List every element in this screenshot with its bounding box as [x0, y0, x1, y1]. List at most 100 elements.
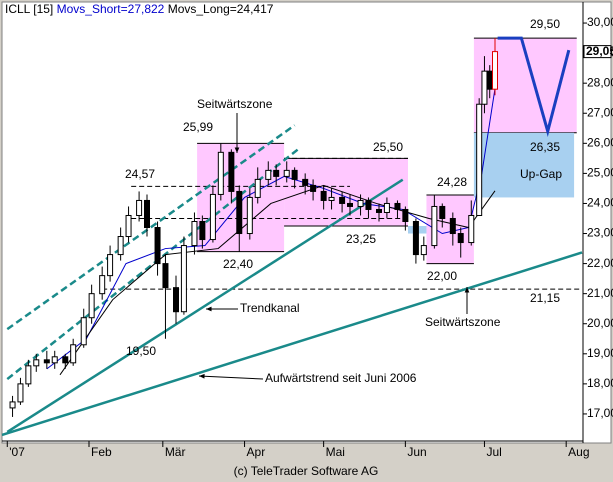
- chart-title: ICLL [15]: [5, 2, 53, 16]
- trend-line: [6, 146, 301, 381]
- annotation: 21,15: [530, 291, 560, 305]
- candle-body: [246, 196, 253, 235]
- candle-body: [209, 193, 216, 241]
- y-tick-label: 19,00: [587, 346, 613, 360]
- candle-body: [320, 190, 327, 201]
- arrow-head: [199, 373, 205, 379]
- trend-line: [6, 124, 296, 331]
- last-price-label: 29,05: [586, 44, 613, 58]
- candle-body: [33, 359, 40, 367]
- candle-body: [339, 196, 346, 204]
- candle-body: [254, 178, 261, 198]
- candle-body: [80, 317, 87, 346]
- candle-body: [70, 344, 77, 364]
- annotation-arrow: [198, 375, 264, 380]
- candle-body: [62, 356, 69, 364]
- forecast-line: [497, 36, 571, 138]
- y-tick-label: 30,00: [587, 15, 613, 29]
- x-tick-label: Mai: [326, 445, 345, 459]
- annotation: 25,99: [183, 120, 213, 134]
- candle-body: [144, 199, 150, 229]
- trend-line: [6, 178, 404, 434]
- legend-entry: Movs_Long=24,417: [168, 2, 274, 16]
- candle-body: [273, 169, 280, 177]
- candle-body: [310, 184, 317, 192]
- annotation: 26,35: [530, 140, 560, 154]
- candle-body: [468, 214, 475, 244]
- candle-body: [457, 233, 464, 244]
- annotation: 23,25: [346, 232, 376, 246]
- y-tick-label: 23,00: [587, 226, 613, 240]
- candle-body: [365, 199, 372, 210]
- candle-body: [180, 245, 187, 313]
- candle-body: [9, 401, 16, 409]
- annotation: 25,50: [373, 140, 403, 154]
- candle-body: [328, 196, 335, 201]
- candle-body: [492, 51, 498, 90]
- legend-entry: Movs_Short=27,822: [57, 2, 165, 16]
- candle-body: [191, 221, 198, 247]
- x-tick-label: Jun: [407, 445, 426, 459]
- candle-body: [51, 356, 58, 364]
- candle-body: [107, 254, 114, 277]
- y-tick-label: 28,00: [587, 75, 613, 89]
- title-row: ICLL [15] Movs_Short=27,822 Movs_Long=24…: [5, 2, 274, 16]
- candle-body: [125, 214, 132, 238]
- annotation: 19,50: [126, 344, 156, 358]
- y-tick-label: 26,00: [587, 135, 613, 149]
- annotation: 29,50: [530, 17, 560, 31]
- y-tick-label: 27,00: [587, 105, 613, 119]
- candle-body: [43, 359, 50, 364]
- candle-body: [481, 70, 488, 105]
- y-tick-label: 22,00: [587, 256, 613, 270]
- last-price-box: [583, 45, 612, 59]
- candle-body: [199, 221, 206, 241]
- candle-body: [217, 151, 224, 195]
- candle-body: [162, 263, 169, 289]
- candle-body: [402, 208, 409, 222]
- x-tick-label: Aug: [568, 445, 589, 459]
- gap-zone: [473, 132, 575, 198]
- x-tick-label: Jul: [486, 445, 501, 459]
- candle-body: [394, 202, 401, 210]
- arrow-head: [464, 287, 470, 293]
- annotation: Aufwärtstrend seit Juni 2006: [265, 371, 417, 385]
- annotation: 22,00: [427, 269, 457, 283]
- candle-body: [347, 202, 353, 207]
- candle-body: [383, 202, 390, 213]
- x-tick-label: '07: [9, 445, 25, 459]
- candle-body: [439, 205, 446, 219]
- candle-body: [376, 208, 382, 213]
- moving-average: [59, 184, 496, 376]
- arrow-head: [234, 147, 240, 153]
- annotation: Up-Gap: [520, 167, 562, 181]
- candle-body: [173, 287, 179, 313]
- annotation: Trendkanal: [240, 301, 300, 315]
- candle-body: [154, 227, 161, 265]
- annotation: Seitwärtszone: [197, 97, 273, 111]
- candle-body: [236, 190, 243, 235]
- candle-body: [412, 221, 419, 256]
- annotation: 24,28: [437, 175, 467, 189]
- trend-line: [1, 251, 583, 437]
- x-tick-label: Apr: [247, 445, 266, 459]
- candle-body: [117, 236, 124, 256]
- candle-body: [302, 178, 309, 186]
- y-tick-label: 21,00: [587, 286, 613, 300]
- candle-body: [357, 199, 364, 207]
- candle-body: [25, 365, 32, 385]
- candle-body: [431, 205, 438, 247]
- candle-body: [476, 103, 483, 216]
- footer: (c) TeleTrader Software AG: [234, 464, 379, 478]
- candle-body: [486, 70, 493, 90]
- candle-body: [88, 293, 95, 319]
- arrow-head: [206, 306, 212, 312]
- x-tick-label: Mär: [165, 445, 186, 459]
- x-tick-label: Feb: [91, 445, 112, 459]
- annotation: Seitwärtszone: [425, 315, 501, 329]
- candle-body: [449, 217, 456, 235]
- candle-body: [17, 383, 24, 403]
- annotation: 22,40: [223, 257, 253, 271]
- y-tick-label: 20,00: [587, 316, 613, 330]
